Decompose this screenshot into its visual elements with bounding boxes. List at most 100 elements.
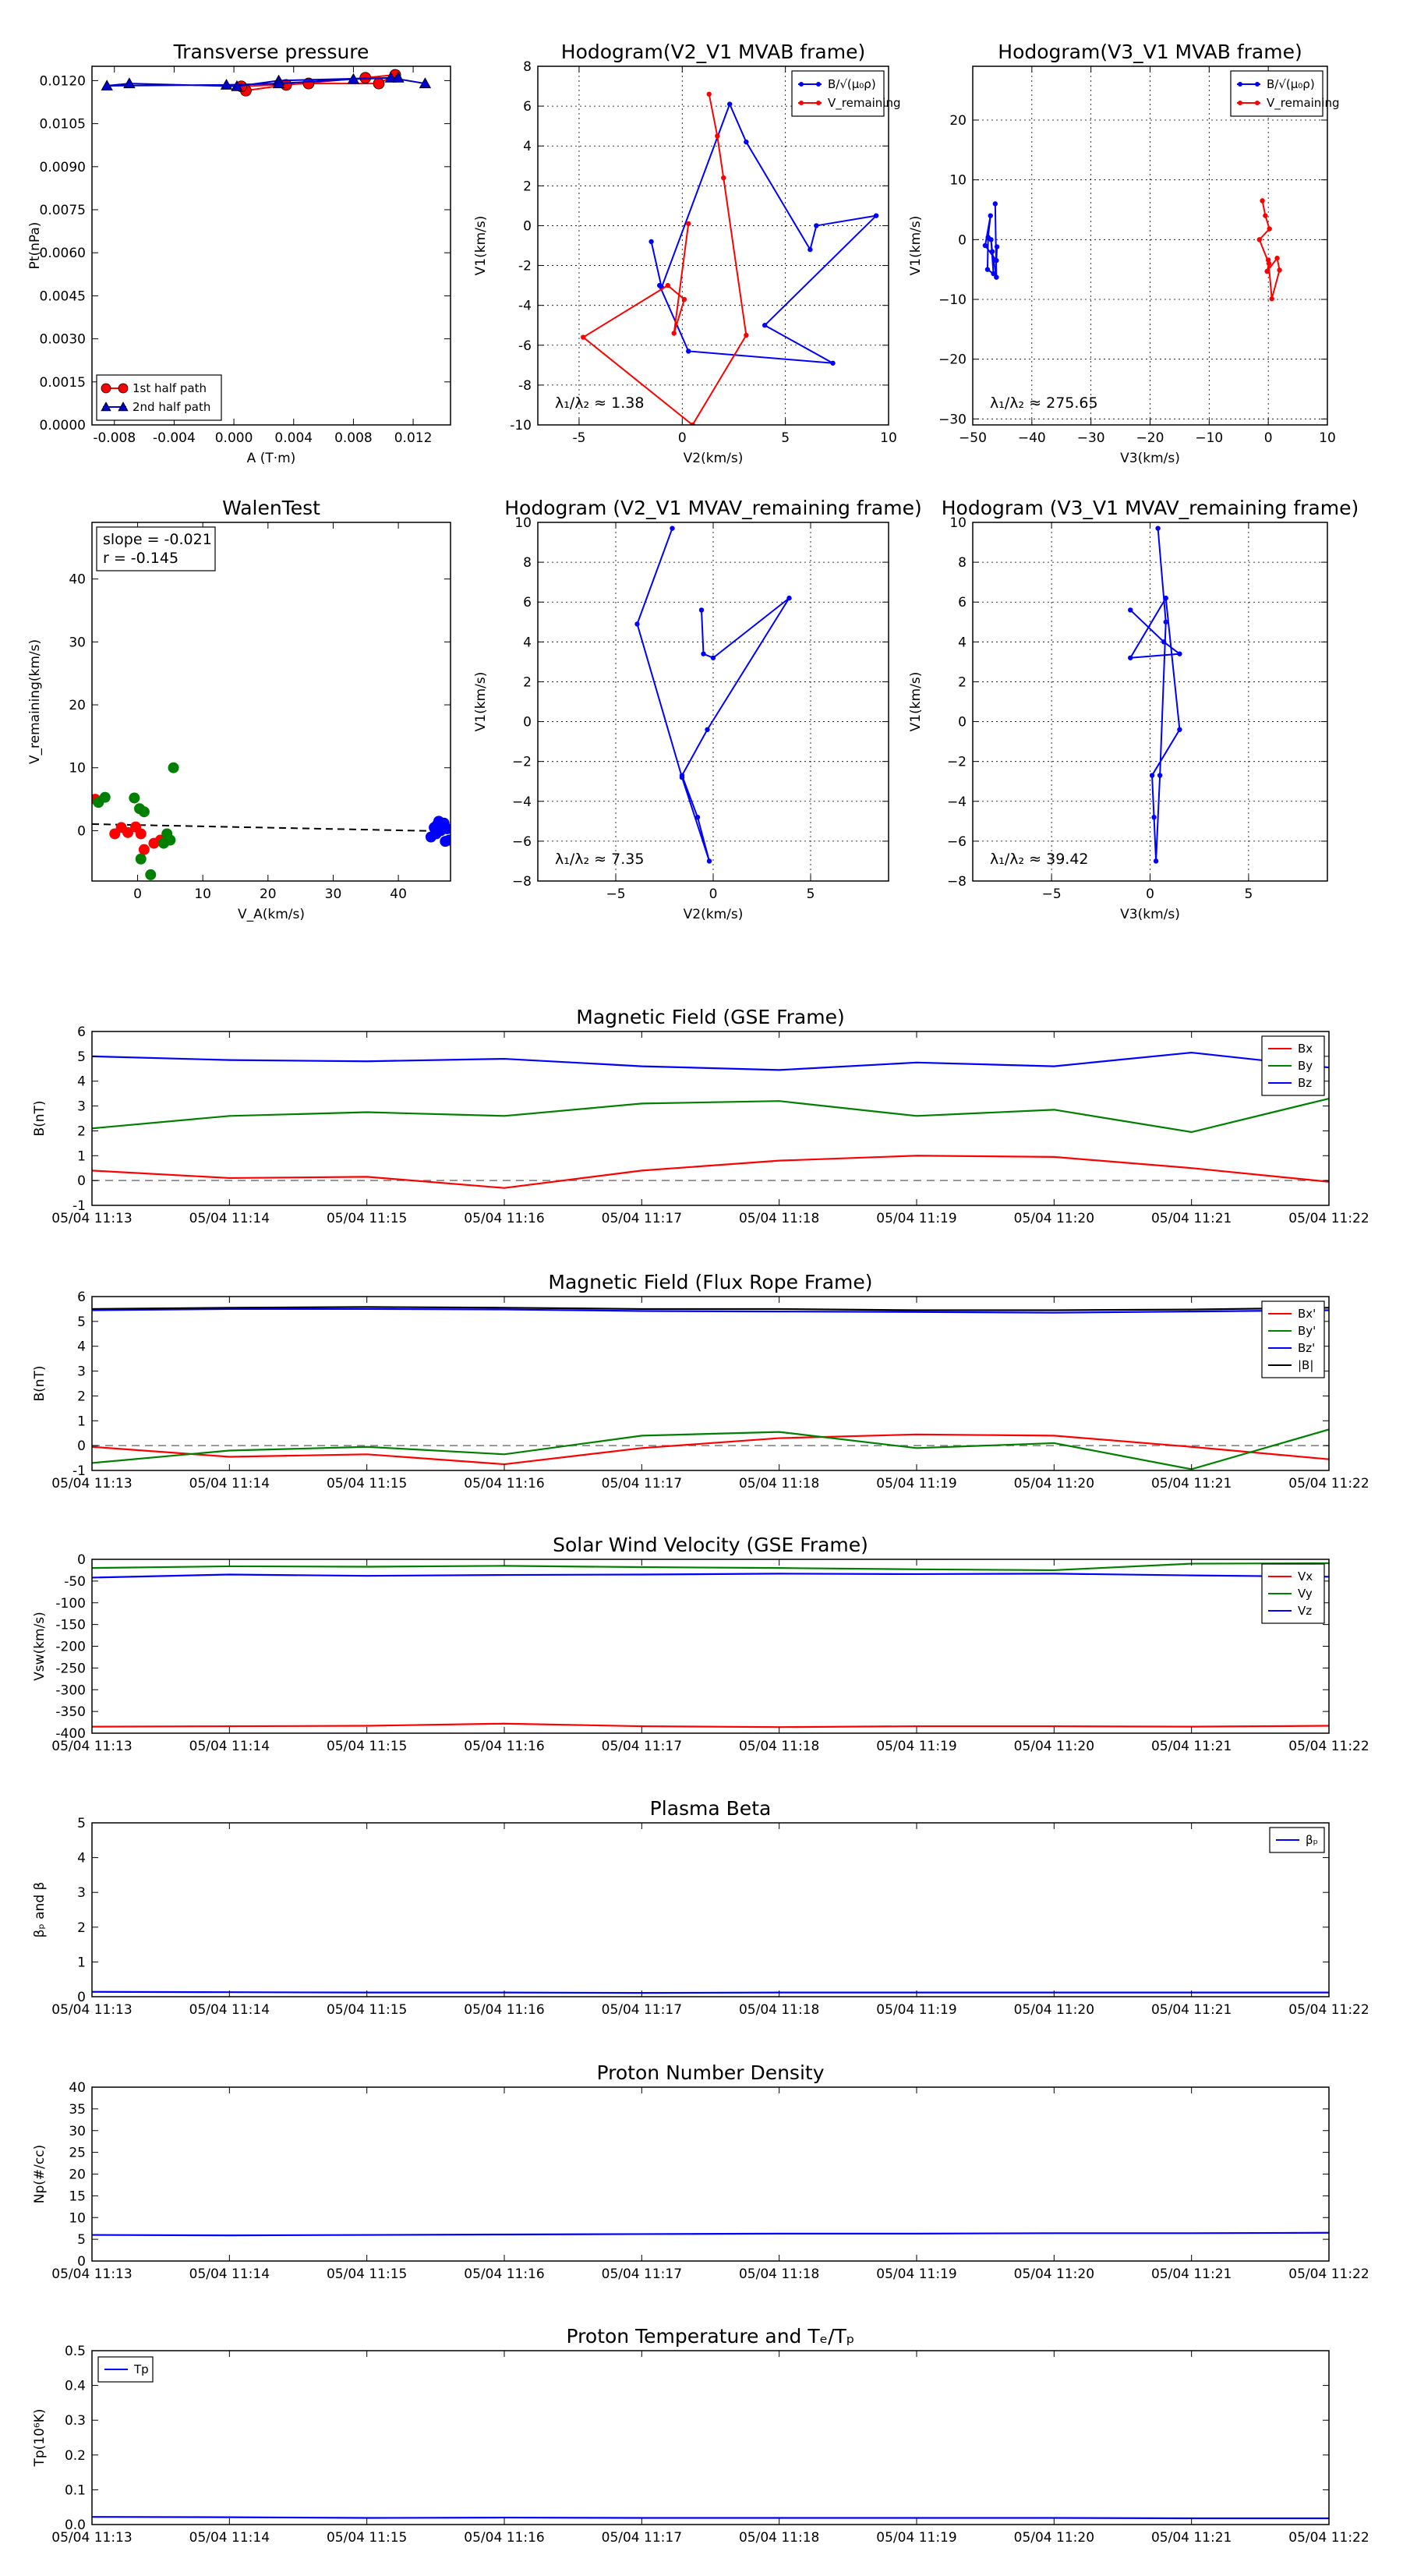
data-point: [994, 257, 999, 264]
x-tick-label: 05/04 11:22: [1288, 2266, 1369, 2282]
y-tick-label: 0.0105: [40, 117, 86, 133]
data-point: [122, 826, 133, 838]
y-tick-label: 0.4: [65, 2379, 86, 2394]
series-line: [91, 1562, 1330, 1572]
y-tick-label: −2: [947, 755, 967, 770]
plot-area: [92, 1823, 1329, 1997]
y-tick-label: −20: [938, 352, 967, 368]
x-tick-label: 05/04 11:16: [464, 1211, 544, 1226]
data-point: [665, 282, 670, 288]
x-tick-label: −40: [1018, 430, 1046, 446]
legend-marker: [101, 402, 111, 412]
x-tick-label: −5: [606, 886, 625, 902]
series-line: [91, 1307, 1330, 1314]
data-point: [1277, 267, 1282, 273]
plot-content: [982, 198, 1282, 302]
y-tick-label: 0: [958, 715, 967, 731]
x-tick-label: 05/04 11:18: [739, 2002, 819, 2018]
stats-box: slope = -0.021 r = -0.145: [96, 526, 216, 571]
x-tick-label: −50: [959, 430, 987, 446]
chart-hodogram_v2_v1_mvab: -5 0 5 10 -10 -8 -6 -4 -2 0 2 4 6 8 Hodogram(V2_V1 MVA…: [473, 41, 901, 466]
data-point: [715, 133, 720, 139]
legend: Bx By Bz: [1261, 1035, 1325, 1096]
x-tick-label: 05/04 11:18: [739, 2530, 819, 2546]
data-point: [99, 791, 111, 803]
series-line: [91, 2231, 1330, 2237]
data-point: [1269, 296, 1274, 302]
data-point: [744, 139, 749, 145]
x-tick-label: 05/04 11:15: [327, 2530, 407, 2546]
y-tick-label: 6: [77, 1024, 86, 1040]
data-point: [1260, 198, 1265, 203]
y-tick-label: 3: [77, 1364, 86, 1380]
data-point: [686, 349, 691, 354]
data-point: [430, 828, 442, 840]
legend: Vx Vy Vz: [1261, 1563, 1325, 1624]
chart-title: Transverse pressure: [173, 41, 369, 63]
x-tick-label: 5: [781, 430, 790, 446]
y-tick-label: −8: [512, 874, 532, 890]
data-point: [1163, 595, 1168, 601]
stats-frame: [96, 526, 216, 571]
x-tick-label: 05/04 11:18: [739, 1476, 819, 1491]
series-0: [982, 201, 1000, 280]
x-tick-label: -5: [572, 430, 585, 446]
chart-title: Proton Number Density: [597, 2061, 825, 2084]
y-tick-label: 0: [958, 232, 967, 248]
x-tick-label: 05/04 11:22: [1288, 1211, 1369, 1226]
chart-proton_number_density: 05/04 11:13 05/04 11:14 05/04 11:15 05/04 1…: [32, 2061, 1369, 2282]
chart-solar_wind_velocity: 05/04 11:13 05/04 11:14 05/04 11:15 05/04 1…: [32, 1534, 1369, 1754]
x-axis-label: V3(km/s): [1120, 451, 1180, 466]
data-point: [656, 282, 663, 288]
plot-content: [92, 762, 451, 880]
legend-marker: [101, 383, 111, 394]
x-axis-label: V3(km/s): [1120, 907, 1180, 922]
x-tick-label: 05/04 11:22: [1288, 1476, 1369, 1491]
legend-label: Vz: [1298, 1604, 1312, 1618]
y-tick-label: -50: [64, 1574, 86, 1590]
y-tick-label: 0: [77, 1173, 86, 1189]
stats-line: slope = -0.021: [103, 531, 212, 548]
data-point: [135, 828, 147, 840]
legend-item: 2nd half path: [101, 400, 210, 414]
data-point: [873, 213, 879, 218]
y-tick-label: 0.3: [65, 2413, 86, 2429]
y-tick-label: 2: [523, 674, 532, 690]
y-tick-label: 20: [69, 698, 86, 713]
data-point: [441, 823, 451, 835]
x-tick-label: 05/04 11:14: [189, 1211, 270, 1226]
axes-frame: [91, 1031, 1330, 1206]
data-point: [830, 360, 836, 366]
axes-frame: [537, 65, 889, 426]
legend-item: Vx: [1268, 1569, 1313, 1583]
y-tick-label: 15: [69, 2189, 86, 2204]
x-tick-label: 05/04 11:15: [327, 1739, 407, 1754]
y-tick-label: −8: [947, 874, 967, 890]
x-tick-label: 05/04 11:16: [464, 1739, 544, 1754]
y-tick-label: 1: [77, 1955, 86, 1970]
legend-label: Bz': [1298, 1341, 1315, 1355]
data-point: [726, 101, 733, 107]
data-point: [686, 221, 691, 227]
legend-item: V_remaining: [1237, 96, 1340, 111]
data-point: [145, 869, 157, 880]
y-tick-label: −30: [938, 412, 967, 427]
x-tick-label: 05/04 11:18: [739, 1739, 819, 1754]
x-tick-label: 0: [678, 430, 687, 446]
y-tick-label: 0.2: [65, 2448, 86, 2464]
legend-label: βₚ: [1306, 1833, 1318, 1847]
data-point: [694, 815, 701, 820]
y-tick-label: 10: [69, 761, 86, 777]
x-tick-label: 05/04 11:14: [189, 1739, 270, 1754]
x-tick-label: 05/04 11:20: [1014, 2530, 1094, 2546]
data-point: [419, 77, 432, 89]
x-tick-label: 05/04 11:16: [464, 2530, 544, 2546]
x-tick-label: 05/04 11:13: [51, 2002, 132, 2018]
legend-label: B/√(μ₀ρ): [828, 77, 876, 91]
y-tick-label: -350: [55, 1704, 86, 1720]
x-tick-label: 05/04 11:20: [1014, 1476, 1094, 1491]
x-tick-label: 10: [194, 886, 211, 902]
data-point: [392, 71, 405, 83]
plot-area: [92, 1559, 1329, 1733]
